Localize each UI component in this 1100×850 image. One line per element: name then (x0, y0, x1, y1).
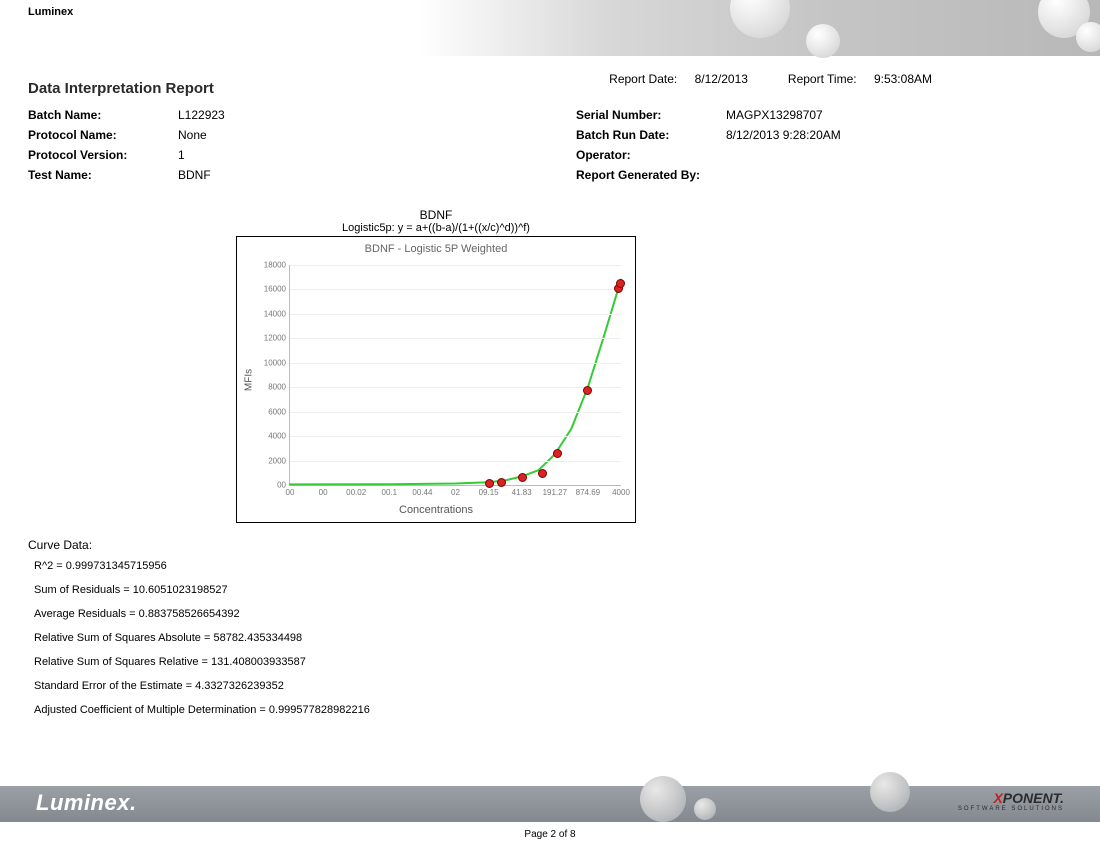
metadata-row: Protocol Version:1 (28, 148, 225, 168)
x-tick-label: 00.02 (346, 488, 366, 497)
report-datetime-line: Report Date: 8/12/2013 Report Time: 9:53… (609, 72, 932, 86)
x-tick-label: 00.44 (412, 488, 432, 497)
footer-product-sub: SOFTWARE SOLUTIONS (958, 806, 1064, 812)
x-tick-label: 00 (319, 488, 328, 497)
y-tick-label: 6000 (268, 407, 286, 416)
chart-yaxis-label: MFIs (244, 368, 255, 390)
metadata-label: Protocol Version: (28, 148, 178, 162)
fit-curve (290, 280, 621, 485)
y-tick-label: 10000 (264, 358, 286, 367)
report-date-value: 8/12/2013 (695, 72, 785, 86)
chart-frame: BDNF - Logistic 5P Weighted MFIs Concent… (236, 236, 636, 523)
metadata-row: Report Generated By: (576, 168, 841, 188)
chart-formula: Logistic5p: y = a+((b-a)/(1+((x/c)^d))^f… (236, 222, 636, 234)
curve-data-line: Sum of Residuals = 10.6051023198527 (34, 584, 370, 596)
chart-xaxis-label: Concentrations (237, 504, 635, 516)
header-banner: Luminex (0, 0, 1100, 56)
y-gridline (290, 338, 621, 339)
data-point (616, 279, 625, 288)
metadata-value: 1 (178, 148, 185, 162)
data-point (553, 449, 562, 458)
metadata-left-column: Batch Name:L122923Protocol Name:NoneProt… (28, 108, 225, 188)
metadata-label: Batch Name: (28, 108, 178, 122)
y-tick-label: 8000 (268, 383, 286, 392)
x-tick-label: 191.27 (543, 488, 567, 497)
footer-product: XPONENT. SOFTWARE SOLUTIONS (958, 790, 1064, 812)
decor-bubble (806, 24, 840, 58)
report-time-label: Report Time: (788, 72, 857, 86)
data-point (583, 386, 592, 395)
decor-bubble (730, 0, 790, 38)
chart-inner-title: BDNF - Logistic 5P Weighted (237, 243, 635, 255)
brand-label: Luminex (28, 6, 73, 18)
y-gridline (290, 314, 621, 315)
data-point (485, 479, 494, 488)
curve-data-section: Curve Data: R^2 = 0.999731345715956 Sum o… (28, 538, 370, 728)
y-tick-label: 18000 (264, 261, 286, 270)
metadata-row: Batch Run Date:8/12/2013 9:28:20AM (576, 128, 841, 148)
curve-data-line: R^2 = 0.999731345715956 (34, 560, 370, 572)
decor-bubble (640, 776, 686, 822)
curve-data-line: Average Residuals = 0.883758526654392 (34, 608, 370, 620)
curve-data-line: Relative Sum of Squares Absolute = 58782… (34, 632, 370, 644)
metadata-row: Test Name:BDNF (28, 168, 225, 188)
metadata-value: 8/12/2013 9:28:20AM (726, 128, 841, 142)
metadata-row: Operator: (576, 148, 841, 168)
footer-product-rest: PONENT. (1003, 790, 1064, 806)
curve-data-title: Curve Data: (28, 538, 370, 552)
metadata-right-column: Serial Number:MAGPX13298707Batch Run Dat… (576, 108, 841, 188)
metadata-label: Protocol Name: (28, 128, 178, 142)
footer-brand: Luminex. (36, 790, 137, 816)
y-tick-label: 16000 (264, 285, 286, 294)
metadata-label: Operator: (576, 148, 726, 162)
metadata-value: None (178, 128, 207, 142)
chart-block: BDNF Logistic5p: y = a+((b-a)/(1+((x/c)^… (236, 208, 636, 523)
metadata-row: Serial Number:MAGPX13298707 (576, 108, 841, 128)
curve-data-line: Relative Sum of Squares Relative = 131.4… (34, 656, 370, 668)
metadata-value: L122923 (178, 108, 225, 122)
y-gridline (290, 289, 621, 290)
footer-banner: Luminex. XPONENT. SOFTWARE SOLUTIONS (0, 786, 1100, 822)
footer-product-x: X (993, 790, 1002, 806)
decor-bubble (870, 772, 910, 812)
metadata-label: Report Generated By: (576, 168, 726, 182)
x-tick-label: 00 (286, 488, 295, 497)
curve-data-line: Adjusted Coefficient of Multiple Determi… (34, 704, 370, 716)
y-gridline (290, 363, 621, 364)
y-gridline (290, 387, 621, 388)
curve-data-line: Standard Error of the Estimate = 4.33273… (34, 680, 370, 692)
metadata-label: Test Name: (28, 168, 178, 182)
y-gridline (290, 436, 621, 437)
y-gridline (290, 265, 621, 266)
metadata-row: Protocol Name:None (28, 128, 225, 148)
y-gridline (290, 461, 621, 462)
page-number: Page 2 of 8 (0, 829, 1100, 840)
x-tick-label: 41.83 (512, 488, 532, 497)
y-tick-label: 14000 (264, 309, 286, 318)
chart-curve-svg (290, 265, 621, 485)
x-tick-label: 874.69 (576, 488, 600, 497)
report-date-label: Report Date: (609, 72, 677, 86)
y-tick-label: 12000 (264, 334, 286, 343)
decor-bubble (1076, 22, 1100, 52)
x-tick-label: 02 (451, 488, 460, 497)
curve-data-lines: R^2 = 0.999731345715956 Sum of Residuals … (28, 560, 370, 716)
metadata-row: Batch Name:L122923 (28, 108, 225, 128)
data-point (497, 478, 506, 487)
decor-bubble (694, 798, 716, 820)
x-tick-label: 4000 (612, 488, 630, 497)
metadata-label: Serial Number: (576, 108, 726, 122)
x-tick-label: 00.1 (382, 488, 398, 497)
y-tick-label: 4000 (268, 432, 286, 441)
metadata-value: BDNF (178, 168, 211, 182)
metadata-value: MAGPX13298707 (726, 108, 823, 122)
chart-plot-area: 0020004000600080001000012000140001600018… (289, 265, 621, 486)
x-tick-label: 09.15 (479, 488, 499, 497)
metadata-label: Batch Run Date: (576, 128, 726, 142)
y-tick-label: 2000 (268, 456, 286, 465)
report-header: Data Interpretation Report Report Date: … (28, 80, 1072, 97)
chart-analyte-title: BDNF (236, 208, 636, 222)
y-gridline (290, 412, 621, 413)
report-time-value: 9:53:08AM (874, 72, 932, 86)
